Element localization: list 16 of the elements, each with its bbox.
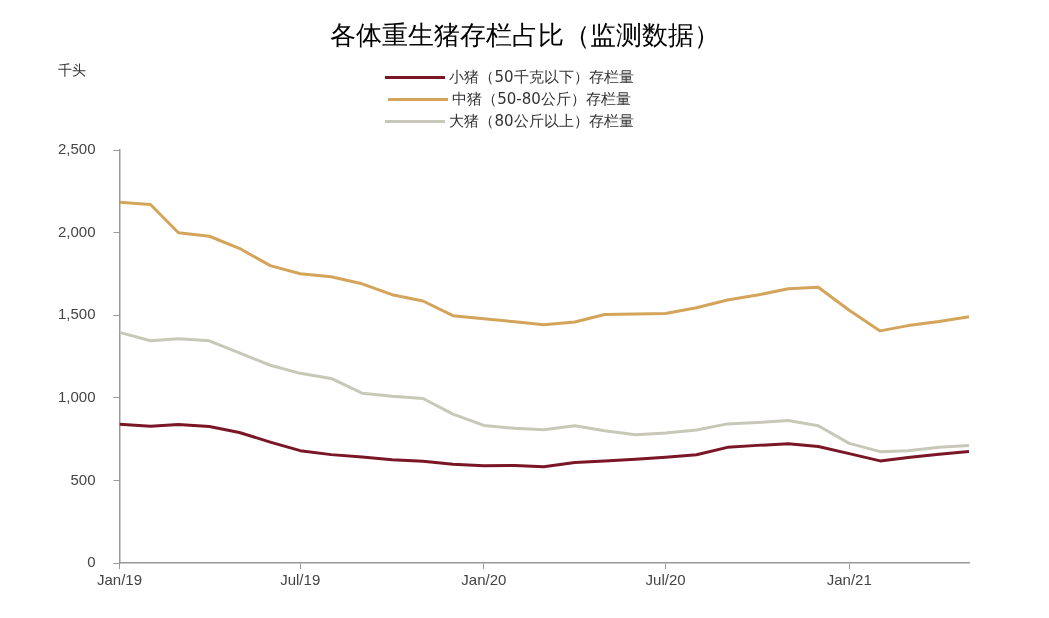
y-tick-label: 0 — [87, 553, 96, 571]
y-tick-label: 2,500 — [57, 140, 96, 158]
y-tick-label: 1,500 — [57, 305, 96, 323]
y-tick-label: 1,000 — [57, 387, 96, 405]
y-tick-label: 2,000 — [57, 222, 96, 240]
x-tick-label: Jan/21 — [826, 571, 872, 589]
x-tick-label: Jan/20 — [461, 571, 507, 589]
legend-label: 大猪（80公斤以上）存栏量 — [449, 111, 634, 131]
chart-title: 各体重生猪存栏占比（监测数据） — [328, 19, 721, 52]
legend-label: 小猪（50千克以下）存栏量 — [449, 67, 634, 87]
legend-label: 中猪（50-80公斤）存栏量 — [452, 89, 631, 109]
x-tick-label: Jan/19 — [97, 571, 143, 589]
x-tick-label: Jul/20 — [645, 571, 686, 589]
y-tick-label: 500 — [70, 470, 96, 488]
y-axis-title: 千头 — [58, 62, 86, 80]
x-tick-label: Jul/19 — [280, 571, 321, 589]
